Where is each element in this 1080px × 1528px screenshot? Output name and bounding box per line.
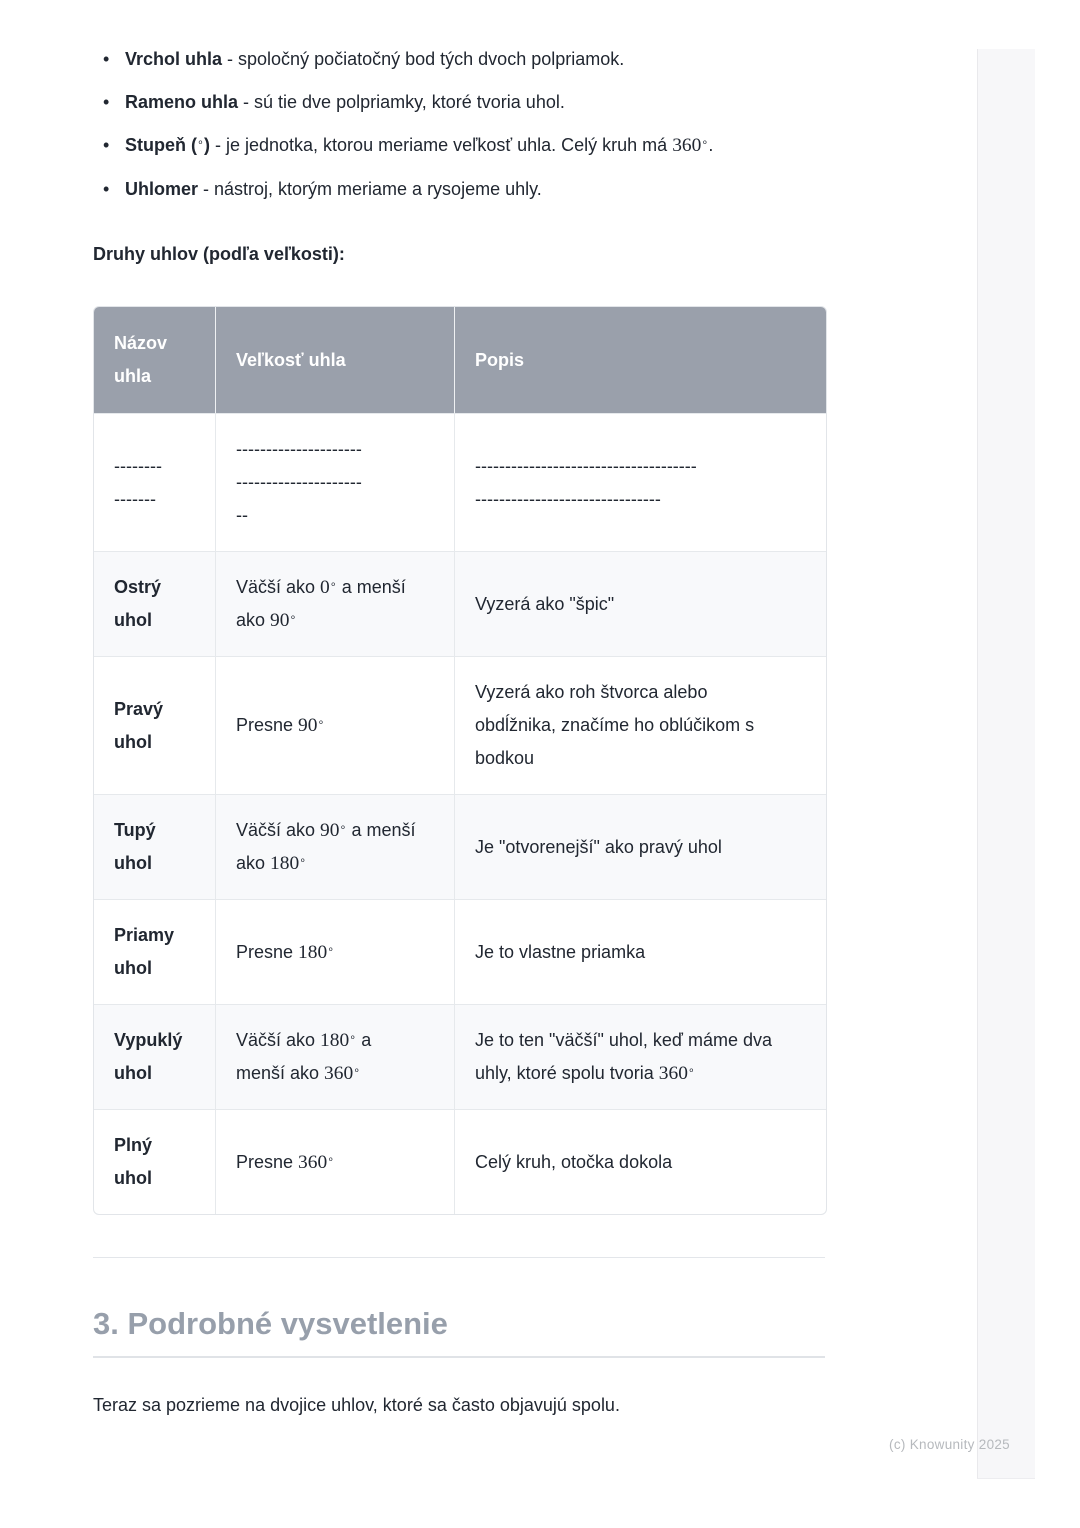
table-row: Tupý uhol Väčší ako 90∘ a menší ako 180∘… (94, 794, 826, 899)
cell-size: Presne 90∘ (215, 656, 454, 794)
cell-size: Presne 180∘ (215, 899, 454, 1004)
column-header-name: Názov uhla (94, 307, 215, 413)
list-item: Rameno uhla - sú tie dve polpriamky, kto… (93, 89, 825, 115)
cell-size: Väčší ako 180∘ a menší ako 360∘ (215, 1004, 454, 1109)
definitions-bullet-list: Vrchol uhla - spoločný počiatočný bod tý… (93, 46, 825, 202)
cell-description: ------------------------------------- --… (454, 413, 826, 551)
bullet-text: Uhlomer - nástroj, ktorým meriame a ryso… (125, 179, 542, 199)
bullet-text: Vrchol uhla - spoločný počiatočný bod tý… (125, 49, 625, 69)
cell-size: Väčší ako 90∘ a menší ako 180∘ (215, 794, 454, 899)
cell-description: Vyzerá ako roh štvorca alebo obdĺžnika, … (454, 656, 826, 794)
cell-name: -------- ------- (94, 413, 215, 551)
column-header-description: Popis (454, 307, 826, 413)
table-row: Pravý uhol Presne 90∘ Vyzerá ako roh štv… (94, 656, 826, 794)
cell-size: --------------------- ------------------… (215, 413, 454, 551)
table-row: Priamy uhol Presne 180∘ Je to vlastne pr… (94, 899, 826, 1004)
cell-description: Je to vlastne priamka (454, 899, 826, 1004)
intro-paragraph: Teraz sa pozrieme na dvojice uhlov, ktor… (93, 1395, 620, 1415)
table-row: -------- ------- --------------------- -… (94, 413, 826, 551)
document-content: Vrchol uhla - spoločný počiatočný bod tý… (93, 0, 827, 1418)
content-divider (93, 1257, 825, 1258)
cell-name: Ostrý uhol (94, 551, 215, 656)
section-heading: 3. Podrobné vysvetlenie (93, 1304, 825, 1358)
cell-name: Plný uhol (94, 1109, 215, 1214)
cell-size: Väčší ako 0∘ a menší ako 90∘ (215, 551, 454, 656)
cell-size: Presne 360∘ (215, 1109, 454, 1214)
bullet-text: Stupeň (∘) - je jednotka, ktorou meriame… (125, 135, 714, 156)
footer-credit: (c) Knowunity 2025 (889, 1437, 1010, 1452)
cell-description: Je "otvorenejší" ako pravý uhol (454, 794, 826, 899)
angle-types-table: Názov uhla Veľkosť uhla Popis -------- -… (93, 306, 827, 1215)
list-item: Vrchol uhla - spoločný počiatočný bod tý… (93, 46, 825, 72)
table-row: Ostrý uhol Väčší ako 0∘ a menší ako 90∘ … (94, 551, 826, 656)
table-row: Plný uhol Presne 360∘ Celý kruh, otočka … (94, 1109, 826, 1214)
cell-name: Pravý uhol (94, 656, 215, 794)
column-header-size: Veľkosť uhla (215, 307, 454, 413)
cell-description: Je to ten "väčší" uhol, keď máme dva uhl… (454, 1004, 826, 1109)
cell-description: Vyzerá ako "špic" (454, 551, 826, 656)
cell-name: Vypuklý uhol (94, 1004, 215, 1109)
table-row: Vypuklý uhol Väčší ako 180∘ a menší ako … (94, 1004, 826, 1109)
cell-description: Celý kruh, otočka dokola (454, 1109, 826, 1214)
cell-name: Tupý uhol (94, 794, 215, 899)
list-item: Uhlomer - nástroj, ktorým meriame a ryso… (93, 176, 825, 202)
bullet-text: Rameno uhla - sú tie dve polpriamky, kto… (125, 92, 565, 112)
cell-name: Priamy uhol (94, 899, 215, 1004)
section-label: Druhy uhlov (podľa veľkosti): (93, 244, 345, 264)
list-item: Stupeň (∘) - je jednotka, ktorou meriame… (93, 132, 825, 159)
page-edge-strip (977, 49, 1035, 1479)
table-header-row: Názov uhla Veľkosť uhla Popis (94, 307, 826, 413)
